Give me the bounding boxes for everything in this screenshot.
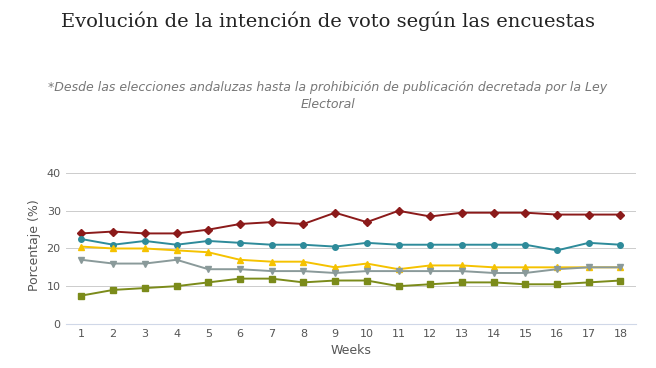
Text: Evolución de la intención de voto según las encuestas: Evolución de la intención de voto según … xyxy=(61,11,595,31)
X-axis label: Weeks: Weeks xyxy=(331,344,371,357)
Text: *Desde las elecciones andaluzas hasta la prohibición de publicación decretada po: *Desde las elecciones andaluzas hasta la… xyxy=(49,81,607,111)
Y-axis label: Porcentaje (%): Porcentaje (%) xyxy=(28,199,41,291)
